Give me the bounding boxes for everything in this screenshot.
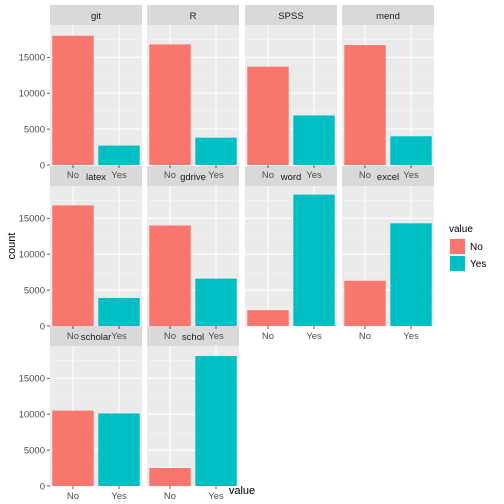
x-tick-label: No xyxy=(262,170,274,181)
facet-label: word xyxy=(280,172,302,183)
bar-word-no xyxy=(247,310,289,326)
x-tick-label: Yes xyxy=(208,491,224,502)
facet-label: R xyxy=(190,11,197,22)
facet-strip xyxy=(147,166,239,186)
bar-excel-yes xyxy=(390,223,432,326)
bar-schol-yes xyxy=(195,356,237,486)
y-tick-label: 10000 xyxy=(19,89,45,100)
facet-strip xyxy=(50,166,142,186)
y-axes: 0 5000 10000 15000 0 5000 10000 15000 0 5000 10000… xyxy=(19,53,50,492)
facet-label: excel xyxy=(377,172,399,183)
x-axes: No Yes No Yes No Yes No Yes No Yes No Yes No Yes No Yes… xyxy=(67,165,419,502)
facet-label: schol xyxy=(182,332,204,343)
y-tick-label: 0 xyxy=(40,321,45,332)
panel-scholar: scholar xyxy=(50,326,142,487)
x-tick-label: Yes xyxy=(306,170,322,181)
x-tick-label: Yes xyxy=(111,491,127,502)
panel-latex: latex xyxy=(50,166,142,327)
bar-gdrive-no xyxy=(149,225,191,326)
panel-mend: mend xyxy=(342,5,434,166)
x-tick-label: No xyxy=(262,331,274,342)
bar-latex-yes xyxy=(98,298,140,326)
facet-strip xyxy=(245,5,337,25)
legend-title: value xyxy=(449,224,473,235)
facet-label: git xyxy=(91,11,101,22)
bar-mend-yes xyxy=(390,136,432,165)
facet-strip xyxy=(50,326,142,346)
bar-gdrive-yes xyxy=(195,278,237,326)
x-tick-label: No xyxy=(67,331,79,342)
facet-label: mend xyxy=(376,11,400,22)
bar-word-yes xyxy=(293,194,335,326)
x-tick-label: No xyxy=(67,491,79,502)
x-tick-label: Yes xyxy=(208,170,224,181)
facet-label: scholar xyxy=(81,332,112,343)
legend-swatch-no xyxy=(450,239,465,254)
legend-label: No xyxy=(470,242,483,253)
bar-scholar-no xyxy=(52,410,94,486)
bar-git-yes xyxy=(98,145,140,165)
y-tick-label: 10000 xyxy=(19,410,45,421)
panel-gdrive: gdrive xyxy=(147,166,239,327)
legend-swatch-yes xyxy=(450,256,465,271)
facet-strip xyxy=(147,326,239,346)
panel-SPSS: SPSS xyxy=(245,5,337,166)
facet-strip xyxy=(342,5,434,25)
bar-SPSS-yes xyxy=(293,115,335,165)
facet-strip xyxy=(342,166,434,186)
panel-R: R xyxy=(147,5,239,166)
bar-R-yes xyxy=(195,137,237,165)
y-axis-title: count xyxy=(6,233,18,260)
bar-git-no xyxy=(52,35,94,166)
facet-strip xyxy=(245,166,337,186)
x-tick-label: No xyxy=(359,331,371,342)
x-tick-label: No xyxy=(164,170,176,181)
y-tick-label: 5000 xyxy=(24,445,45,456)
x-tick-label: Yes xyxy=(403,170,419,181)
y-tick-label: 0 xyxy=(40,160,45,171)
bar-excel-no xyxy=(344,280,386,326)
x-tick-label: Yes xyxy=(403,331,419,342)
panel-excel: excel xyxy=(342,166,434,327)
panel-schol: schol xyxy=(147,326,239,487)
x-tick-label: No xyxy=(164,491,176,502)
y-tick-label: 10000 xyxy=(19,250,45,261)
bar-mend-no xyxy=(344,45,386,165)
x-tick-label: Yes xyxy=(111,170,127,181)
facet-strip xyxy=(147,5,239,25)
bar-R-no xyxy=(149,44,191,166)
y-tick-label: 0 xyxy=(40,481,45,492)
bar-scholar-yes xyxy=(98,413,140,486)
y-tick-label: 5000 xyxy=(24,124,45,135)
x-tick-label: No xyxy=(164,331,176,342)
y-tick-label: 15000 xyxy=(19,374,45,385)
y-tick-label: 15000 xyxy=(19,214,45,225)
facet-label: SPSS xyxy=(278,11,303,22)
bar-latex-no xyxy=(52,205,94,326)
facet-label: gdrive xyxy=(180,172,206,183)
x-axis-title: value xyxy=(229,485,255,497)
bar-SPSS-no xyxy=(247,66,289,165)
legend-label: Yes xyxy=(470,259,486,270)
y-tick-label: 15000 xyxy=(19,53,45,64)
bar-schol-no xyxy=(149,468,191,486)
facet-label: latex xyxy=(86,172,106,183)
x-tick-label: Yes xyxy=(111,331,127,342)
x-tick-label: No xyxy=(67,170,79,181)
facet-strip xyxy=(50,5,142,25)
x-tick-label: Yes xyxy=(306,331,322,342)
x-tick-label: No xyxy=(359,170,371,181)
y-tick-label: 5000 xyxy=(24,285,45,296)
panel-git: git xyxy=(50,5,142,166)
x-tick-label: Yes xyxy=(208,331,224,342)
panel-word: word xyxy=(245,166,337,327)
legend: value No Yes xyxy=(449,224,486,272)
facet-panels: git R SPSS mend latex gdrive word excel scholar s… xyxy=(50,5,434,487)
